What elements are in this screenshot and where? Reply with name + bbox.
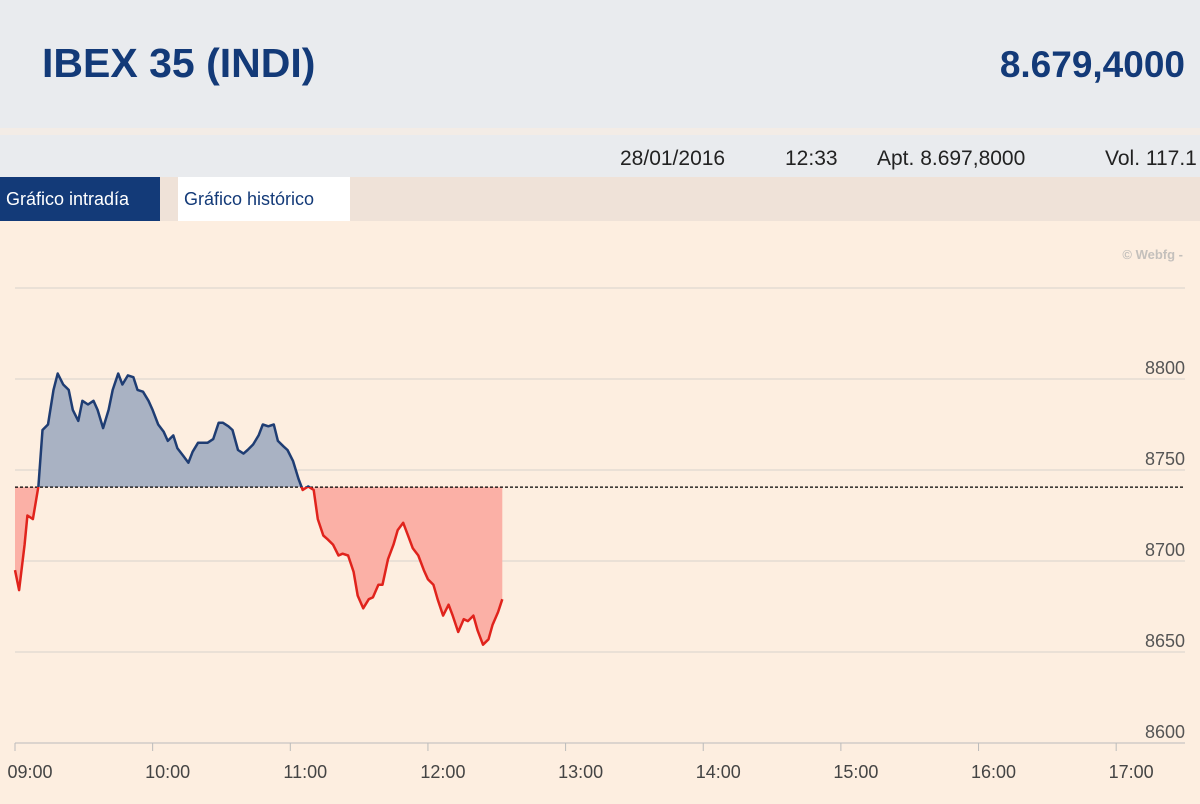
header: IBEX 35 (INDI) 8.679,4000	[0, 0, 1200, 128]
title: IBEX 35 (INDI)	[42, 40, 316, 86]
area	[15, 373, 503, 645]
x-tick-label: 14:00	[696, 762, 741, 782]
volume: Vol. 117.1	[1105, 147, 1197, 170]
y-tick-label: 8750	[1145, 449, 1185, 469]
x-tick-label: 10:00	[145, 762, 190, 782]
y-tick-label: 8650	[1145, 631, 1185, 651]
time: 12:33	[785, 147, 838, 170]
x-tick-label: 11:00	[283, 762, 327, 782]
credit: © Webfg -	[1122, 247, 1183, 262]
tabs: Gráfico intradía Gráfico histórico	[0, 177, 1200, 221]
tab-intraday[interactable]: Gráfico intradía	[0, 177, 160, 221]
y-tick-label: 8800	[1145, 358, 1185, 378]
tab-historic[interactable]: Gráfico histórico	[178, 177, 350, 221]
y-tick-label: 8700	[1145, 540, 1185, 560]
date: 28/01/2016	[620, 147, 726, 170]
x-tick-label: 15:00	[833, 762, 878, 782]
x-tick-label: 13:00	[558, 762, 603, 782]
separator	[0, 128, 1200, 135]
last-price: 8.679,4000	[999, 44, 1185, 85]
x-tick-label: 12:00	[420, 762, 465, 782]
open: Apt. 8.697,8000	[877, 147, 1026, 170]
price-line	[13, 372, 504, 646]
x-tick-label: 16:00	[971, 762, 1016, 782]
info-bar: 28/01/2016 12:33 Apt. 8.697,8000 Vol. 11…	[0, 135, 1200, 177]
x-tick-label: 17:00	[1109, 762, 1154, 782]
x-tick-label: 09:00	[7, 762, 52, 782]
y-tick-label: 8600	[1145, 722, 1185, 742]
